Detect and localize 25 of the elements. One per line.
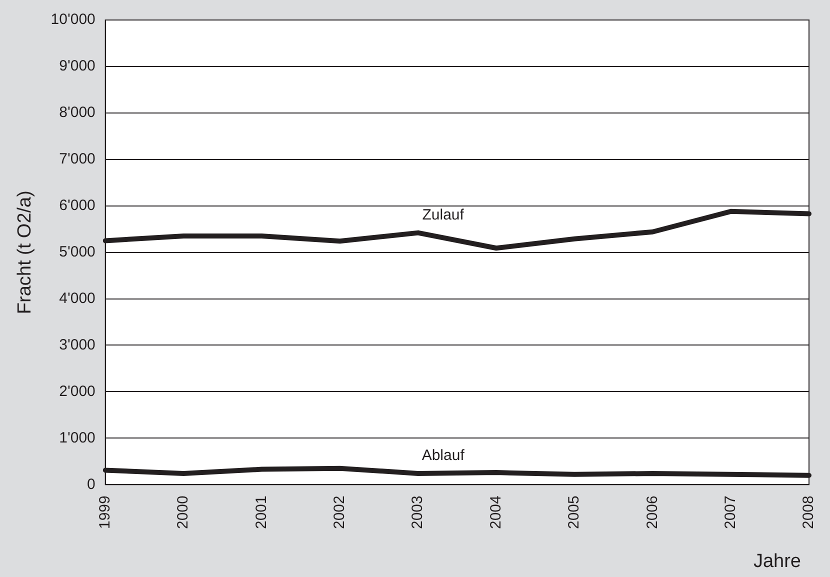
y-tick-label: 1'000	[59, 429, 96, 446]
y-tick-label: 7'000	[59, 150, 96, 168]
x-tick-label: 2001	[252, 496, 270, 530]
y-tick-label: 3'000	[59, 336, 96, 354]
series-label: Zulauf	[422, 206, 465, 224]
x-tick-label: 2004	[487, 496, 504, 530]
x-tick-label: 2000	[174, 496, 192, 530]
x-tick-label: 2007	[722, 496, 739, 530]
y-axis-title: Fracht (t O2/a)	[14, 190, 36, 314]
y-tick-label: 8'000	[59, 104, 96, 122]
x-tick-label: 1999	[96, 496, 114, 530]
y-tick-label: 2'000	[59, 382, 96, 400]
y-tick-label: 6'000	[59, 196, 96, 214]
x-tick-label: 2003	[409, 496, 426, 530]
y-tick-label: 5'000	[59, 243, 96, 260]
x-tick-label: 2005	[566, 496, 583, 530]
series-label: Ablauf	[422, 447, 466, 464]
x-tick-label: 2002	[331, 496, 348, 530]
y-tick-label: 10'000	[50, 11, 96, 28]
y-tick-label: 9'000	[59, 58, 96, 75]
y-tick-label: 4'000	[59, 290, 96, 307]
x-tick-label: 2006	[644, 496, 661, 530]
x-axis-title: Jahre	[753, 551, 801, 572]
y-tick-label: 0	[87, 476, 96, 493]
x-tick-label: 2008	[800, 496, 818, 530]
